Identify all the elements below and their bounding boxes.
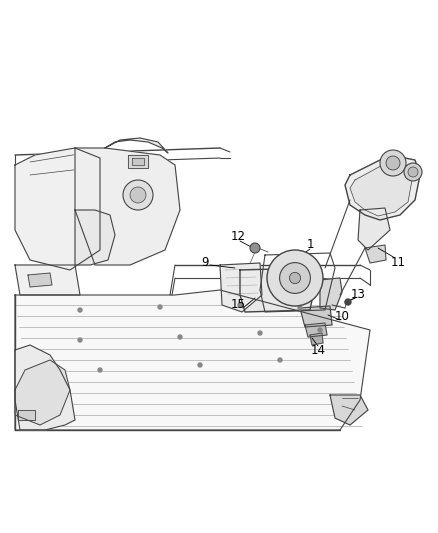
Polygon shape xyxy=(320,278,342,310)
Circle shape xyxy=(386,156,400,170)
Circle shape xyxy=(130,187,146,203)
Polygon shape xyxy=(28,273,52,287)
Polygon shape xyxy=(350,162,412,216)
Polygon shape xyxy=(75,210,115,265)
Circle shape xyxy=(290,272,300,284)
Polygon shape xyxy=(18,410,35,420)
Polygon shape xyxy=(128,155,148,168)
Circle shape xyxy=(345,299,351,305)
Polygon shape xyxy=(105,138,168,153)
Polygon shape xyxy=(365,245,386,263)
Polygon shape xyxy=(15,148,100,270)
Polygon shape xyxy=(15,360,70,425)
Polygon shape xyxy=(15,265,80,295)
Text: 11: 11 xyxy=(391,256,406,270)
Circle shape xyxy=(278,358,282,362)
Circle shape xyxy=(78,308,82,312)
Circle shape xyxy=(258,331,262,335)
Circle shape xyxy=(250,243,260,253)
Circle shape xyxy=(408,167,418,177)
Circle shape xyxy=(123,180,153,210)
Circle shape xyxy=(98,368,102,372)
Circle shape xyxy=(158,305,162,309)
Circle shape xyxy=(380,150,406,176)
Polygon shape xyxy=(305,323,327,337)
Circle shape xyxy=(78,338,82,342)
Polygon shape xyxy=(75,148,180,265)
Circle shape xyxy=(404,163,422,181)
Circle shape xyxy=(238,303,242,307)
Polygon shape xyxy=(300,306,332,327)
Circle shape xyxy=(178,335,182,339)
Polygon shape xyxy=(132,158,144,165)
Polygon shape xyxy=(15,345,75,430)
Polygon shape xyxy=(330,395,368,425)
Polygon shape xyxy=(15,290,370,430)
Text: 12: 12 xyxy=(230,230,246,244)
Text: 14: 14 xyxy=(311,343,325,357)
Polygon shape xyxy=(220,263,262,312)
Circle shape xyxy=(298,306,302,310)
Text: 15: 15 xyxy=(230,298,245,311)
Text: 13: 13 xyxy=(350,288,365,302)
Polygon shape xyxy=(358,208,390,250)
Text: 9: 9 xyxy=(201,255,209,269)
Polygon shape xyxy=(345,155,420,220)
Polygon shape xyxy=(310,333,323,345)
Circle shape xyxy=(267,250,323,306)
Circle shape xyxy=(198,363,202,367)
Polygon shape xyxy=(240,268,315,312)
Text: 1: 1 xyxy=(306,238,314,252)
Circle shape xyxy=(318,328,322,332)
Text: 10: 10 xyxy=(335,311,350,324)
Circle shape xyxy=(279,263,311,293)
